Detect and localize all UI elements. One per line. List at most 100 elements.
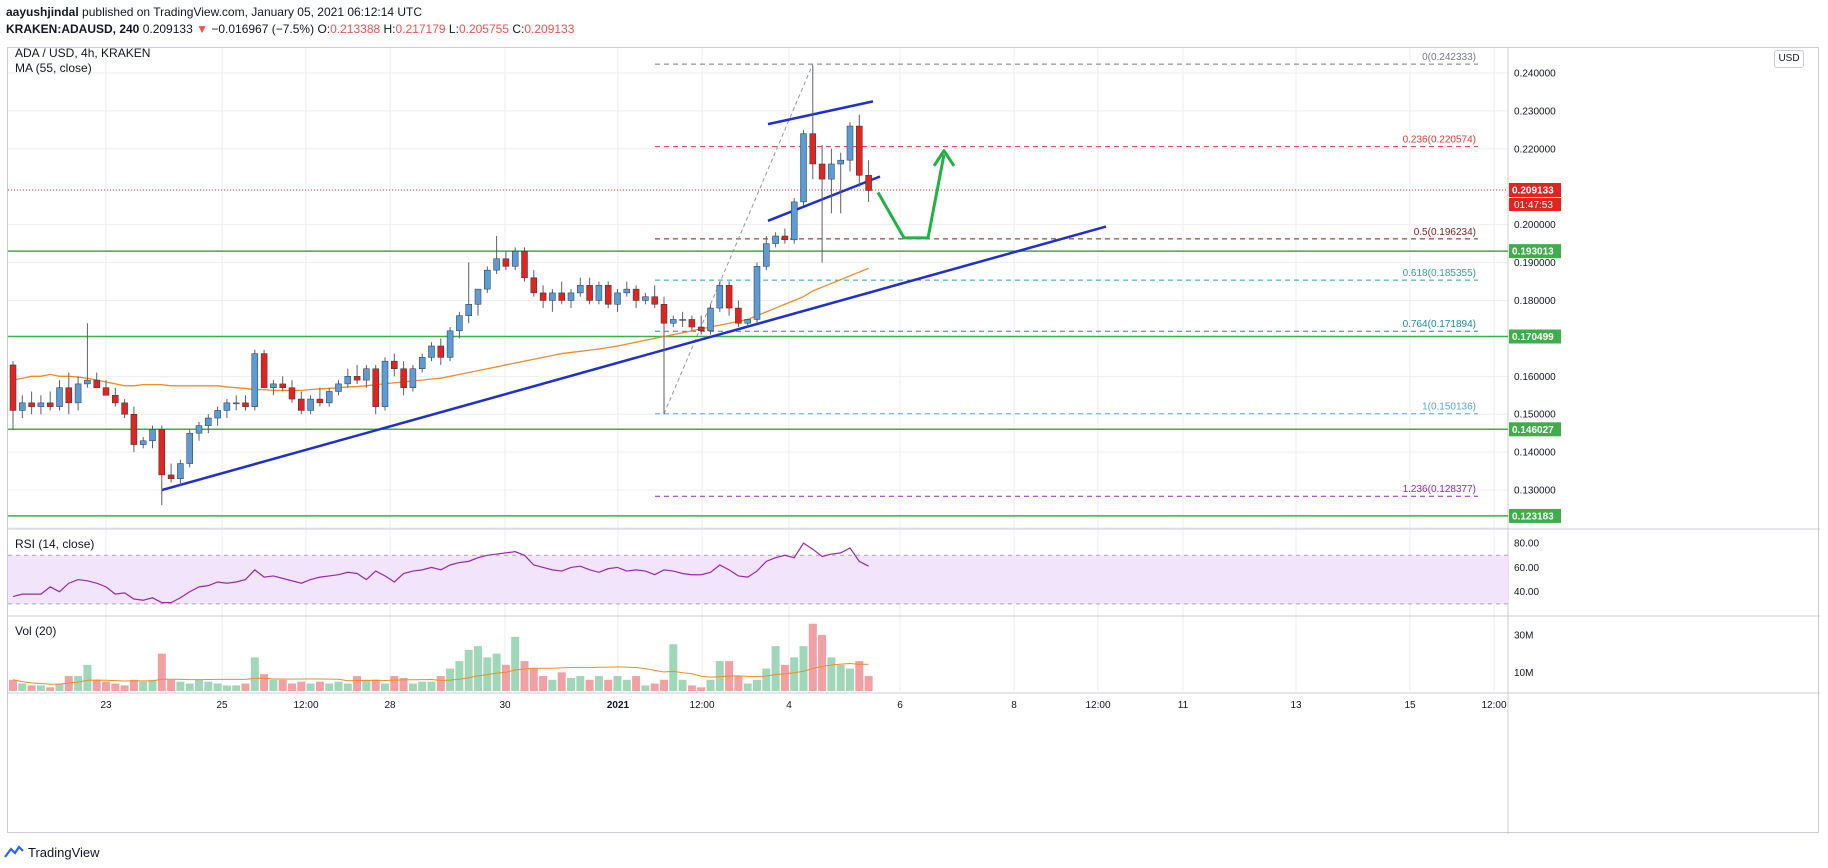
price-tick-label: 0.140000 <box>1514 448 1556 459</box>
candle-body <box>707 307 714 332</box>
volume-bar <box>260 674 269 691</box>
time-tick-label: 30 <box>499 700 511 711</box>
candle-body <box>614 292 621 305</box>
volume-bar <box>567 677 575 691</box>
volume-bar <box>408 683 417 691</box>
rsi-legend: RSI (14, close) <box>15 537 95 551</box>
volume-bar <box>278 679 287 691</box>
currency-badge[interactable]: USD <box>1774 50 1804 68</box>
volume-bar <box>353 676 362 691</box>
time-tick-label: 13 <box>1290 700 1302 711</box>
channel-lower-line <box>767 175 881 223</box>
arrow-head-icon <box>932 149 956 167</box>
projection-arrow <box>876 154 946 240</box>
fib-level-label: 0.618(0.185355) <box>1403 268 1476 279</box>
footer: TradingView <box>4 842 100 862</box>
volume-bar <box>64 676 73 691</box>
candle-body <box>660 304 668 324</box>
volume-bar <box>604 679 613 691</box>
candle-body <box>539 292 547 301</box>
volume-bar <box>185 683 194 691</box>
candle-body <box>604 285 612 305</box>
volume-bar <box>464 649 473 691</box>
candle-body <box>484 269 491 290</box>
volume-bar <box>641 685 650 691</box>
candle-body <box>93 379 100 388</box>
candle-body <box>530 277 538 294</box>
time-tick-label: 12:00 <box>293 700 318 711</box>
candle-body <box>279 383 286 388</box>
candle-body <box>251 353 259 407</box>
candle-body <box>735 307 742 324</box>
candle-body <box>363 368 370 381</box>
candle-body <box>567 292 575 301</box>
candle-body <box>521 250 528 278</box>
last-price: 0.209133 <box>142 22 193 36</box>
volume-bar <box>846 668 854 691</box>
time-tick-label: 4 <box>786 700 792 711</box>
volume-bar <box>632 676 641 691</box>
brand-name[interactable]: TradingView <box>28 844 100 860</box>
candle-body <box>344 376 352 385</box>
time-tick-label: 11 <box>1178 700 1189 711</box>
candle-body <box>818 163 826 180</box>
candle-body <box>632 288 640 301</box>
candle-body <box>298 398 305 411</box>
low-value: 0.205755 <box>458 22 509 36</box>
candle-body <box>167 474 175 479</box>
level-price-tag <box>1509 422 1561 437</box>
chart-frame[interactable]: 0(0.242333) 0.236(0.220574) 0.5(0.196234) 0… <box>7 46 1820 834</box>
candle-body <box>307 398 314 411</box>
candle-body <box>19 402 26 411</box>
volume-bar <box>315 681 324 691</box>
candle-body <box>577 285 584 294</box>
volume-bar <box>743 683 752 691</box>
volume-bar <box>129 679 138 691</box>
author-name[interactable]: aayushjindal <box>6 5 79 19</box>
volume-bar <box>102 681 110 691</box>
volume-bar <box>148 679 157 691</box>
volume-bar <box>548 679 557 691</box>
volume-bar <box>697 687 706 691</box>
candle-body <box>763 243 770 267</box>
volume-bar <box>790 657 799 691</box>
candle-body <box>177 463 184 479</box>
candle-body <box>511 250 519 267</box>
volume-bar <box>213 683 222 691</box>
symbol-legend: ADA / USD, 4h, KRAKEN <box>15 46 151 60</box>
candle-body <box>781 235 789 241</box>
volume-bar <box>167 679 176 691</box>
candle-body <box>688 319 696 328</box>
volume-bar <box>492 653 501 691</box>
candle-body <box>670 319 677 324</box>
volume-bar <box>808 623 817 691</box>
last-price-tag <box>1509 183 1561 198</box>
volume-bar <box>557 672 566 691</box>
ma-legend: MA (55, close) <box>15 61 92 75</box>
volume-bar <box>520 661 529 691</box>
volume-bar <box>27 685 36 691</box>
time-tick-label: 28 <box>384 700 396 711</box>
volume-bar <box>678 679 687 691</box>
candle-body <box>121 402 128 415</box>
countdown-tag <box>1509 198 1561 212</box>
candle-body <box>465 304 472 316</box>
volume-bar <box>46 687 55 691</box>
high-label: H: <box>383 22 396 36</box>
fib-level-label: 1(0.150136) <box>1422 402 1476 413</box>
high-value: 0.217179 <box>395 22 446 36</box>
last-price-label: 0.209133 <box>1512 186 1554 197</box>
volume-bar <box>297 681 306 691</box>
candle-body <box>809 133 817 165</box>
candle-body <box>56 387 63 407</box>
candle-body <box>74 383 82 404</box>
candle-body <box>679 319 686 321</box>
chart-svg[interactable]: 0(0.242333) 0.236(0.220574) 0.5(0.196234) 0… <box>8 48 1820 834</box>
candle-body <box>223 402 231 411</box>
volume-bar <box>92 679 101 691</box>
volume-bar <box>325 683 334 691</box>
volume-bar <box>390 676 399 691</box>
fib-level-label: 0.5(0.196234) <box>1414 227 1476 238</box>
volume-bar <box>195 679 203 691</box>
price-tick-label: 0.190000 <box>1514 258 1556 269</box>
